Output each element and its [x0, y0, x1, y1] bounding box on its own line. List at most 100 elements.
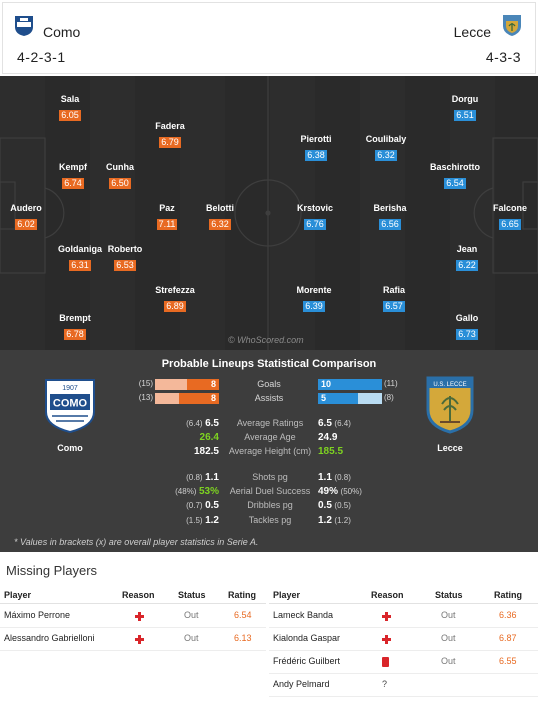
lineup-pitch: Sala 6.05 Fadera 6.79 Kempf 6.74 Cunha 6.50 Aude… [0, 76, 538, 350]
player-rating-badge: 6.31 [69, 260, 91, 271]
player-rating-badge: 6.02 [15, 219, 37, 230]
home-stat-value: 6.5 [205, 418, 219, 429]
home-team-badge[interactable]: COMO 1907 Como [30, 376, 110, 453]
table-row[interactable]: Alessandro Gabrielloni Out 6.13 [0, 629, 266, 651]
home-player[interactable]: Fadera 6.79 [135, 121, 205, 150]
player-rating-badge: 6.56 [379, 219, 401, 230]
player-name: Dorgu [451, 94, 479, 104]
away-player[interactable]: Berisha 6.56 [355, 203, 425, 232]
player-name: Baschirotto [429, 162, 480, 172]
stat-label: Dribbles pg [247, 500, 293, 510]
player-name: Brempt [59, 313, 91, 323]
injury-icon [135, 635, 144, 644]
away-overall-value: (8) [384, 393, 394, 402]
away-overall-value: (0.5) [334, 501, 351, 510]
away-player[interactable]: Coulibaly 6.32 [351, 134, 421, 163]
away-player[interactable]: Rafia 6.57 [359, 285, 429, 314]
player-name: Goldaniga [57, 244, 102, 254]
missing-player-name[interactable]: Lameck Banda [273, 610, 334, 620]
header-rating[interactable]: Rating [228, 590, 256, 600]
home-player[interactable]: Roberto 6.53 [90, 244, 160, 273]
missing-player-name[interactable]: Andy Pelmard [273, 679, 330, 689]
player-name: Morente [296, 285, 332, 295]
away-player[interactable]: Morente 6.39 [279, 285, 349, 314]
player-rating-badge: 6.76 [304, 219, 326, 230]
away-stat: 24.9 [318, 432, 337, 443]
away-player[interactable]: Baschirotto 6.54 [420, 162, 490, 191]
home-formation: 4-2-3-1 [17, 49, 66, 65]
away-player[interactable]: Falcone 6.65 [475, 203, 538, 232]
header-status[interactable]: Status [178, 590, 206, 600]
lecce-crest-icon [503, 15, 521, 36]
home-overall-value: (1.5) [186, 516, 203, 525]
header-player[interactable]: Player [273, 590, 301, 600]
missing-player-name[interactable]: Frédéric Guilbert [273, 656, 341, 666]
injury-icon [382, 635, 391, 644]
away-stat-bar: 5 [318, 393, 382, 404]
como-badge-text: COMO [53, 398, 88, 410]
stat-label: Average Height (cm) [228, 446, 312, 456]
away-stat-bar: 10 [318, 379, 382, 390]
header-status[interactable]: Status [435, 590, 463, 600]
missing-player-name[interactable]: Máximo Perrone [4, 610, 71, 620]
home-player[interactable]: Goldaniga 6.31 [45, 244, 115, 273]
missing-player-name[interactable]: Kialonda Gaspar [273, 633, 341, 643]
player-name: Roberto [107, 244, 143, 254]
home-player[interactable]: Sala 6.05 [35, 94, 105, 123]
header-rating[interactable]: Rating [494, 590, 522, 600]
player-rating-badge: 6.51 [454, 110, 476, 121]
player-rating-badge: 6.65 [499, 219, 521, 230]
player-rating-badge: 6.38 [305, 150, 327, 161]
home-player[interactable]: Brempt 6.78 [40, 313, 110, 342]
missing-status: Out [441, 633, 456, 643]
away-player[interactable]: Gallo 6.73 [432, 313, 502, 342]
home-stat-fill [179, 393, 219, 404]
player-name: Sala [60, 94, 80, 104]
home-stat: 182.5 [194, 446, 219, 457]
missing-player-name[interactable]: Alessandro Gabrielloni [4, 633, 95, 643]
missing-rating: 6.13 [234, 633, 252, 643]
header-reason[interactable]: Reason [371, 590, 404, 600]
home-overall-value: (15) [138, 379, 153, 388]
stat-row: (0.7) 0.5 Dribbles pg 0.5 (0.5) [0, 500, 538, 512]
table-row[interactable]: Lameck Banda Out 6.36 [269, 606, 538, 628]
home-player[interactable]: Kempf 6.74 [38, 162, 108, 191]
home-stat-value: 53% [198, 486, 219, 497]
away-player[interactable]: Dorgu 6.51 [430, 94, 500, 123]
home-stat-value: 0.5 [205, 500, 219, 511]
table-row[interactable]: Andy Pelmard? [269, 675, 538, 697]
missing-rating: 6.55 [499, 656, 517, 666]
whoscored-watermark: © WhoScored.com [228, 335, 304, 345]
pitch-markings [0, 76, 538, 350]
player-name: Fadera [155, 121, 185, 131]
player-rating-badge: 6.57 [383, 301, 405, 312]
away-stat: 0.5 (0.5) [318, 500, 351, 511]
away-stat-value: 24.9 [318, 432, 338, 443]
home-player[interactable]: Audero 6.02 [0, 203, 61, 232]
away-player[interactable]: Jean 6.22 [432, 244, 502, 273]
home-player[interactable]: Paz 7.11 [132, 203, 202, 232]
away-player[interactable]: Pierotti 6.38 [281, 134, 351, 163]
table-row[interactable]: Frédéric Guilbert Out 6.55 [269, 652, 538, 674]
home-player[interactable]: Cunha 6.50 [85, 162, 155, 191]
player-rating-badge: 6.74 [62, 178, 84, 189]
como-crest-icon [15, 16, 33, 36]
stats-footnote: * Values in brackets (x) are overall pla… [14, 537, 259, 547]
missing-players-title: Missing Players [6, 563, 98, 578]
away-player[interactable]: Krstovic 6.76 [280, 203, 350, 232]
unknown-reason-icon: ? [382, 679, 388, 689]
away-stat: 185.5 [318, 446, 343, 457]
table-row[interactable]: Máximo Perrone Out 6.54 [0, 606, 266, 628]
stat-row: (1.5) 1.2 Tackles pg 1.2 (1.2) [0, 515, 538, 527]
header-player[interactable]: Player [4, 590, 32, 600]
header-reason[interactable]: Reason [122, 590, 155, 600]
home-stat-bar: 8 [155, 379, 219, 390]
away-team-badge[interactable]: U.S. LECCE Lecce [410, 374, 490, 453]
injury-icon [382, 612, 391, 621]
stat-label: Aerial Duel Success [229, 486, 311, 496]
table-row[interactable]: Kialonda Gaspar Out 6.87 [269, 629, 538, 651]
player-rating-badge: 6.73 [456, 329, 478, 340]
stat-row: 182.5 Average Height (cm) 185.5 [0, 446, 538, 458]
home-player[interactable]: Strefezza 6.89 [140, 285, 210, 314]
home-player[interactable]: Belotti 6.32 [185, 203, 255, 232]
